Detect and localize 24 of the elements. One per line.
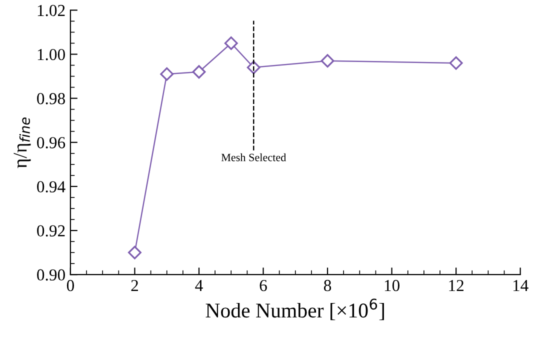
y-tick-label: 1.00 bbox=[38, 48, 65, 60]
point bbox=[224, 36, 238, 50]
x-tick-label: 10 bbox=[384, 280, 400, 292]
x-tick-label: 0 bbox=[66, 280, 74, 292]
y-tick-label: 0.94 bbox=[37, 181, 66, 192]
y-tick-label: 0.90 bbox=[37, 269, 65, 281]
point bbox=[160, 67, 174, 81]
x-axis-title: Node Number [×10$^{6}$] bbox=[206, 298, 384, 320]
y-axis-title: η/η$_{fine}$ bbox=[14, 118, 31, 168]
x-tick-label: 12 bbox=[449, 280, 464, 292]
y-tick-label: 0.96 bbox=[37, 137, 66, 148]
ref-line-label: Mesh Selected bbox=[221, 153, 286, 162]
x-tick-label: 2 bbox=[131, 280, 138, 292]
y-tick-label: 1.02 bbox=[38, 4, 65, 16]
point bbox=[128, 246, 142, 260]
x-tick-label: 6 bbox=[260, 280, 267, 292]
point bbox=[449, 56, 463, 70]
point bbox=[192, 65, 206, 79]
x-tick-label: 4 bbox=[195, 280, 203, 292]
y-tick-label: 0.98 bbox=[37, 93, 65, 104]
x-tick-label: 8 bbox=[324, 280, 332, 292]
y-tick-label: 0.92 bbox=[37, 225, 65, 237]
point bbox=[320, 54, 334, 68]
x-tick-label: 14 bbox=[513, 280, 528, 292]
